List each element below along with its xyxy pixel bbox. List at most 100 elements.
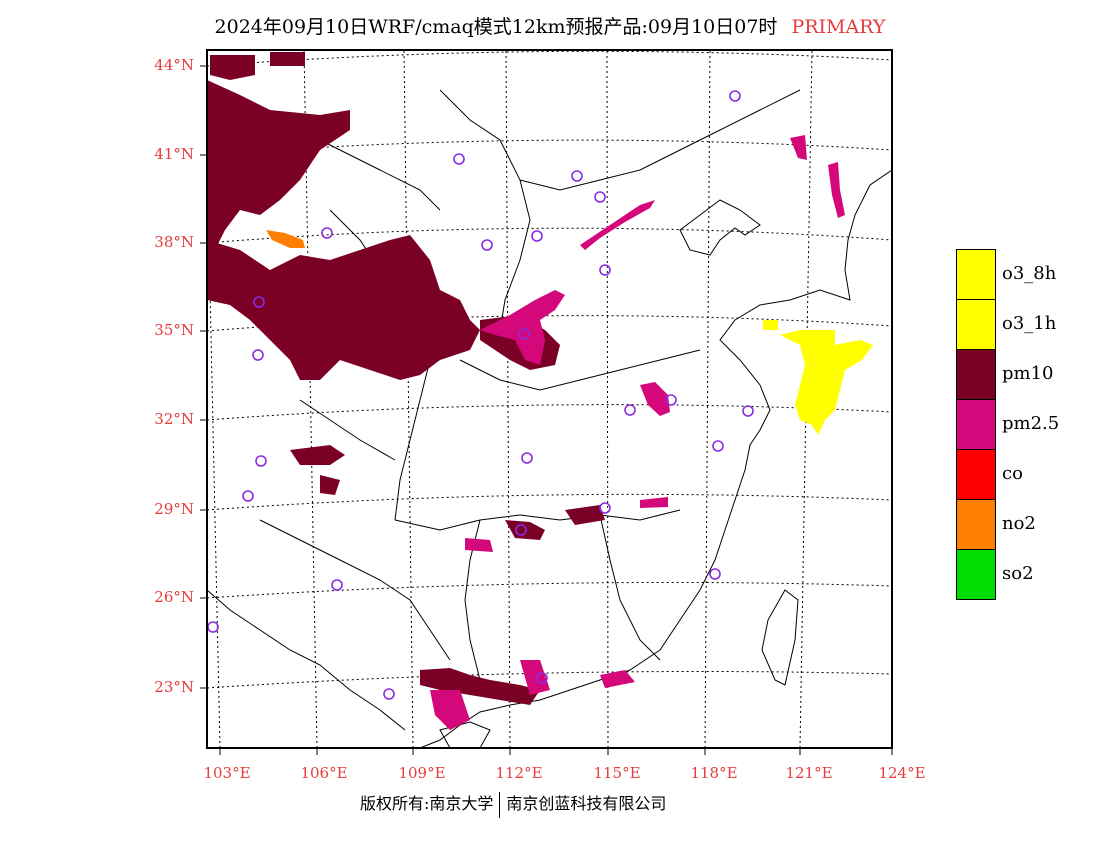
- copyright-footer: 版权所有:南京大学 南京创蓝科技有限公司: [360, 790, 666, 818]
- pm10-sichuan: [290, 445, 345, 465]
- legend-label: pm10: [1002, 363, 1054, 384]
- no2-patch: [266, 230, 305, 248]
- station-marker: [531, 230, 543, 242]
- primary-tag: PRIMARY: [791, 16, 886, 38]
- station-marker: [665, 394, 677, 406]
- pm25-fujian: [600, 670, 635, 688]
- coastline: [419, 169, 892, 748]
- meridian-118: [704, 50, 711, 748]
- lon-label-115: 115°E: [593, 764, 641, 782]
- copyright-company: 南京创蓝科技有限公司: [506, 794, 667, 813]
- pm25-guangdong: [520, 660, 550, 695]
- station-marker: [742, 405, 754, 417]
- lat-label-35: 35°N: [154, 321, 194, 339]
- legend-swatch: [956, 249, 996, 300]
- station-marker: [709, 568, 721, 580]
- legend-item-co: co: [956, 449, 1096, 500]
- pm10-top-patch-2: [270, 52, 305, 66]
- legend-item-pm10: pm10: [956, 349, 1096, 400]
- pm25-korea: [828, 162, 845, 218]
- legend-swatch: [956, 449, 996, 500]
- meridian-121: [799, 50, 813, 748]
- pm10-jiangxi: [565, 505, 605, 525]
- lon-label-121: 121°E: [785, 764, 833, 782]
- meridian-109: [403, 50, 414, 748]
- legend-label: no2: [1002, 513, 1036, 534]
- lat-label-32: 32°N: [154, 410, 194, 428]
- station-marker: [383, 688, 395, 700]
- station-marker: [536, 672, 548, 684]
- station-marker: [453, 153, 465, 165]
- hainan-island: [439, 721, 491, 748]
- title-text: 2024年09月10日WRF/cmaq模式12km预报产品:09月10日07时: [214, 16, 778, 38]
- bohai-coast: [679, 199, 761, 256]
- pm25-hunan: [465, 538, 493, 552]
- parallel-38: [207, 227, 892, 244]
- national-border-south: [207, 589, 406, 731]
- station-marker: [521, 452, 533, 464]
- legend-swatch: [956, 349, 996, 400]
- lon-label-118: 118°E: [690, 764, 738, 782]
- lat-label-44: 44°N: [154, 56, 194, 74]
- station-marker: [729, 90, 741, 102]
- station-marker: [252, 349, 264, 361]
- station-marker: [599, 264, 611, 276]
- legend-item-so2: so2: [956, 549, 1096, 600]
- lat-label-26: 26°N: [154, 588, 194, 606]
- station-marker: [253, 296, 265, 308]
- lat-label-41: 41°N: [154, 145, 194, 163]
- legend-label: pm2.5: [1002, 413, 1060, 434]
- station-marker: [242, 490, 254, 502]
- station-marker: [331, 579, 343, 591]
- pm10-northwest: [207, 80, 350, 300]
- lon-label-106: 106°E: [300, 764, 348, 782]
- lat-label-38: 38°N: [154, 233, 194, 251]
- station-marker: [481, 239, 493, 251]
- no2-field: [266, 230, 305, 248]
- legend-item-o3-1h: o3_1h: [956, 299, 1096, 350]
- tick-marks: [200, 65, 893, 755]
- legend-label: so2: [1002, 563, 1034, 584]
- lat-label-23: 23°N: [154, 678, 194, 696]
- meridian-112: [505, 50, 511, 748]
- station-marker: [321, 227, 333, 239]
- station-marker: [594, 191, 606, 203]
- pm25-jiangxi: [640, 497, 668, 508]
- footer-divider: [499, 791, 501, 818]
- station-marker: [255, 455, 267, 467]
- lat-label-29: 29°N: [154, 500, 194, 518]
- legend-label: co: [1002, 463, 1023, 484]
- pm25-band-ne: [580, 200, 655, 250]
- legend-item-pm25: pm2.5: [956, 399, 1096, 450]
- pm25-guangxi: [430, 690, 470, 730]
- o3-eastsea: [780, 330, 873, 435]
- lon-label-112: 112°E: [495, 764, 543, 782]
- station-marker: [571, 170, 583, 182]
- lon-label-109: 109°E: [398, 764, 446, 782]
- legend-item-o3-8h: o3_8h: [956, 249, 1096, 300]
- legend-label: o3_8h: [1002, 263, 1057, 284]
- legend-swatch: [956, 549, 996, 600]
- o3-field: [763, 320, 873, 435]
- copyright-owner: 版权所有:南京大学: [360, 794, 494, 813]
- parallel-26: [207, 581, 892, 599]
- pm10-south: [420, 668, 540, 705]
- pm25-field: [430, 135, 845, 730]
- pm25-anhui: [640, 382, 670, 416]
- station-marker: [518, 328, 530, 340]
- pm25-liaoning: [790, 135, 807, 160]
- pm10-hunan: [505, 520, 545, 540]
- lon-label-124: 124°E: [878, 764, 926, 782]
- pm10-field: [207, 52, 605, 705]
- station-marker: [624, 404, 636, 416]
- legend-swatch: [956, 299, 996, 350]
- station-marker: [515, 524, 527, 536]
- legend-item-no2: no2: [956, 499, 1096, 550]
- meridian-115: [606, 50, 609, 748]
- station-marker: [207, 621, 219, 633]
- o3-eastsea-small: [763, 320, 778, 330]
- pm25-band-central: [480, 290, 565, 365]
- pm10-guizhou: [320, 475, 340, 495]
- legend-label: o3_1h: [1002, 313, 1057, 334]
